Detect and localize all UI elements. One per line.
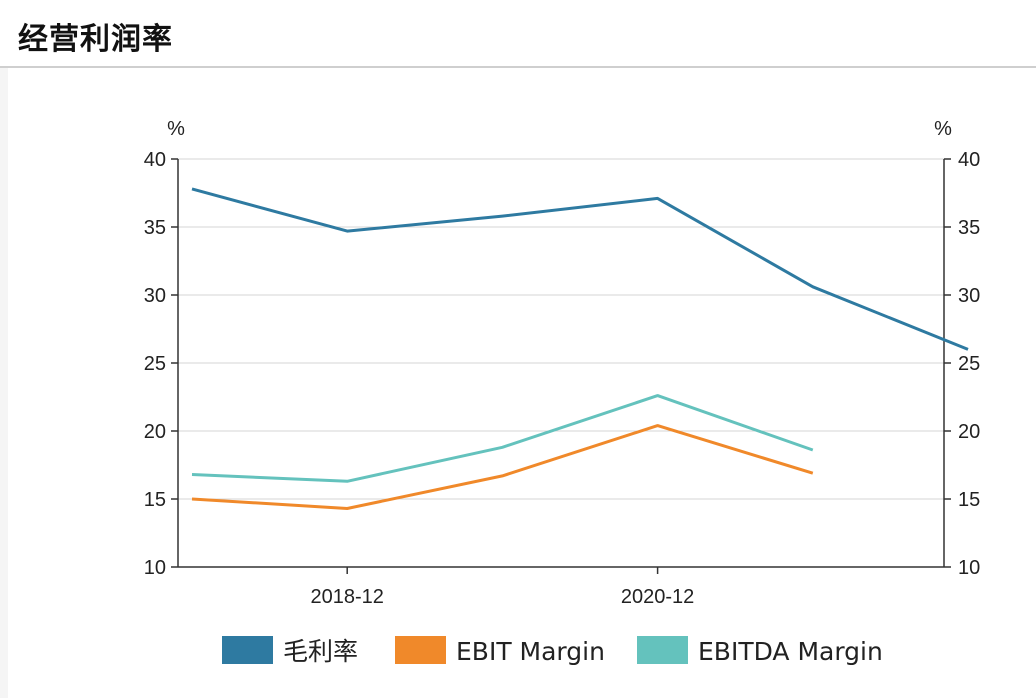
- series-line-1: [191, 187, 969, 351]
- y-tick-label-left: 35: [144, 217, 166, 239]
- y-tick-label-left: 25: [144, 353, 166, 375]
- series-lines: [191, 187, 969, 510]
- series-line-2: [191, 424, 814, 510]
- y-tick-label-left: 20: [144, 421, 166, 443]
- page-header: 经营利润率: [0, 0, 1036, 68]
- legend: 毛利率 EBIT Margin EBITDA Margin: [222, 636, 883, 666]
- y-tick-label-right: 40: [958, 149, 980, 171]
- y-tick-label-right: 20: [958, 421, 980, 443]
- y-tick-label-left: 10: [144, 557, 166, 579]
- page-title: 经营利润率: [18, 22, 173, 57]
- y-tick-label-right: 30: [958, 285, 980, 307]
- legend-swatch-2: [395, 636, 446, 664]
- x-tick-label: 2020-12: [621, 586, 694, 608]
- y-tick-label-left: 30: [144, 285, 166, 307]
- y-tick-label-right: 35: [958, 217, 980, 239]
- y-tick-label-left: 15: [144, 489, 166, 511]
- series-line-3: [191, 394, 814, 483]
- y-tick-label-right: 25: [958, 353, 980, 375]
- legend-swatch-1: [222, 636, 273, 664]
- left-margin-strip: [0, 68, 8, 698]
- legend-label-3: EBITDA Margin: [698, 637, 883, 666]
- x-tick-label: 2018-12: [310, 586, 383, 608]
- legend-label-1: 毛利率: [283, 637, 358, 666]
- y-tick-label-left: 40: [144, 149, 166, 171]
- legend-swatch-3: [637, 636, 688, 664]
- axes: 10 10 15 15 20 20 25 25 30 30 35 35 40 40% % 2018-12 202…: [144, 118, 981, 608]
- y-tick-label-right: 15: [958, 489, 980, 511]
- gridlines: [178, 158, 944, 500]
- legend-label-2: EBIT Margin: [456, 637, 605, 666]
- y-unit-label-left: %: [167, 118, 185, 140]
- y-tick-label-right: 10: [958, 557, 980, 579]
- y-unit-label-right: %: [934, 118, 952, 140]
